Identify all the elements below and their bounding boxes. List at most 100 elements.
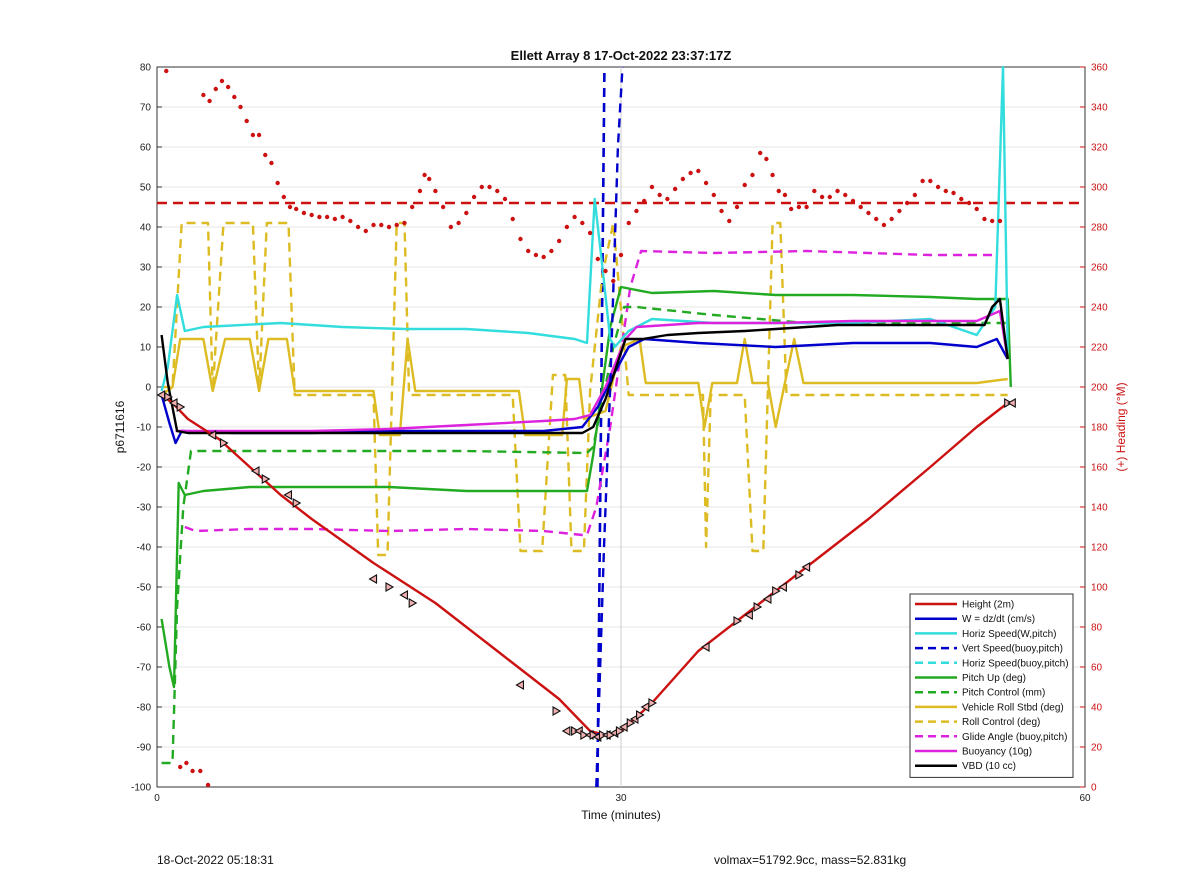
heading-points — [164, 68, 1003, 788]
heading-point — [190, 768, 195, 774]
heading-point — [928, 178, 933, 184]
y-tick-label: -50 — [137, 583, 152, 594]
heading-point — [479, 184, 484, 190]
legend-label: Height (2m) — [962, 600, 1014, 611]
x-tick-label: 60 — [1079, 793, 1091, 804]
legend-label: Glide Angle (buoy,pitch) — [962, 732, 1067, 743]
height-marker — [408, 598, 418, 608]
heading-point — [688, 170, 693, 176]
y-tick-label: -60 — [137, 623, 152, 634]
heading-point — [703, 180, 709, 186]
height-marker — [762, 594, 772, 604]
heading-point — [672, 186, 678, 192]
y2-tick-label: 40 — [1091, 703, 1103, 714]
height-marker — [772, 586, 781, 596]
series-line-6 — [161, 305, 1008, 765]
heading-point — [394, 222, 399, 228]
y2-tick-label: 0 — [1091, 783, 1097, 794]
series-line-11 — [160, 297, 1009, 435]
y-tick-label: 80 — [140, 63, 152, 74]
heading-point — [281, 194, 287, 200]
heading-point — [889, 216, 894, 222]
y-tick-label: 70 — [140, 103, 152, 114]
y-tick-label: -100 — [131, 783, 151, 794]
heading-point — [213, 86, 218, 92]
heading-point — [178, 764, 183, 770]
y2-tick-label: 200 — [1091, 383, 1108, 394]
heading-point — [207, 98, 212, 104]
height-marker — [515, 680, 525, 690]
heading-point — [572, 214, 577, 220]
y2-tick-label: 20 — [1091, 743, 1103, 754]
heading-point — [827, 194, 832, 200]
heading-point — [287, 204, 293, 210]
y-tick-label: -80 — [137, 703, 152, 714]
height-marker — [207, 430, 217, 440]
heading-point — [332, 216, 338, 222]
y-tick-label: 10 — [140, 343, 152, 354]
heading-point — [874, 216, 879, 222]
y-tick-label: -20 — [137, 463, 152, 474]
heading-point — [184, 760, 189, 766]
heading-point — [904, 200, 910, 206]
heading-point — [734, 204, 740, 210]
heading-point — [422, 172, 427, 178]
heading-point — [269, 160, 274, 166]
height-marker — [552, 706, 562, 716]
height-marker — [292, 498, 302, 508]
heading-point — [549, 248, 554, 254]
heading-point — [611, 278, 616, 284]
heading-point — [580, 220, 585, 226]
heading-point — [819, 194, 825, 200]
heading-point — [897, 208, 902, 214]
heading-point — [440, 204, 446, 210]
heading-point — [301, 210, 307, 216]
legend-label: Horiz Speed(W,pitch) — [962, 629, 1056, 640]
heading-point — [317, 214, 322, 220]
heading-point — [812, 188, 817, 194]
heading-point — [951, 190, 956, 196]
legend-label: Vehicle Roll Stbd (deg) — [962, 702, 1064, 713]
height-marker — [778, 582, 787, 592]
legend-label: VBD (10 cc) — [962, 761, 1016, 772]
heading-point — [727, 218, 732, 224]
height-marker — [261, 474, 271, 484]
heading-point — [649, 184, 655, 190]
heading-point — [402, 220, 407, 226]
heading-point — [371, 222, 376, 228]
legend-label: Roll Control (deg) — [962, 717, 1040, 728]
height-marker — [399, 590, 409, 600]
heading-point — [750, 172, 755, 178]
heading-point — [982, 216, 987, 222]
heading-point — [263, 152, 268, 158]
heading-point — [657, 192, 662, 198]
heading-point — [502, 196, 508, 202]
series-line-2 — [160, 65, 1009, 392]
series-line-7 — [160, 337, 1008, 437]
heading-point — [355, 224, 361, 230]
height-marker — [250, 466, 260, 476]
y-tick-label: -30 — [137, 503, 152, 514]
x-tick-label: 0 — [154, 793, 160, 804]
y2-tick-label: 140 — [1091, 503, 1108, 514]
heading-point — [164, 68, 169, 74]
heading-point — [205, 782, 211, 788]
heading-point — [219, 78, 225, 84]
heading-point — [238, 104, 243, 110]
y2-tick-label: 220 — [1091, 343, 1108, 354]
heading-point — [487, 184, 492, 190]
height-marker — [283, 490, 293, 500]
series-line-0 — [160, 394, 1009, 737]
heading-point — [275, 180, 280, 186]
heading-point — [711, 192, 716, 198]
vertical-dashed-line — [596, 66, 606, 788]
heading-point — [427, 176, 432, 182]
y-tick-label: -10 — [137, 423, 152, 434]
y-tick-label: 30 — [140, 263, 152, 274]
left-y-axis: 80 70 60 50 40 30 20 10 0 -10 -20 -30 -40 -50 -60 -70 -8… — [131, 63, 162, 794]
height-marker — [626, 718, 636, 728]
chart-title: Ellett Array 8 17-Oct-2022 23:37:17Z — [511, 48, 732, 63]
heading-point — [966, 200, 972, 206]
heading-point — [340, 214, 345, 220]
y-axis-label: p6711616 — [113, 400, 127, 453]
